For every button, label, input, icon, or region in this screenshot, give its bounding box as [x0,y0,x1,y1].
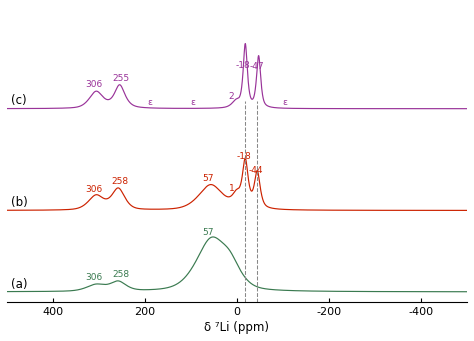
Text: (b): (b) [10,196,27,209]
Text: 258: 258 [111,177,128,186]
Text: 306: 306 [86,80,103,89]
Text: 306: 306 [86,273,103,282]
Text: (c): (c) [10,94,26,107]
Text: 57: 57 [202,174,214,183]
Text: -44: -44 [248,166,263,175]
Text: -18: -18 [236,61,250,70]
Text: 1: 1 [228,184,234,193]
Text: ε: ε [191,98,196,107]
Text: 255: 255 [112,74,129,83]
Text: -47: -47 [249,62,264,71]
Text: 306: 306 [85,184,102,194]
Text: 2: 2 [228,92,234,101]
Text: (a): (a) [10,278,27,291]
Text: 258: 258 [112,270,129,279]
Text: ε: ε [147,98,152,107]
Text: ε: ε [283,98,288,107]
Text: -18: -18 [237,152,251,161]
X-axis label: δ ⁷Li (ppm): δ ⁷Li (ppm) [204,321,270,334]
Text: 57: 57 [203,228,214,237]
